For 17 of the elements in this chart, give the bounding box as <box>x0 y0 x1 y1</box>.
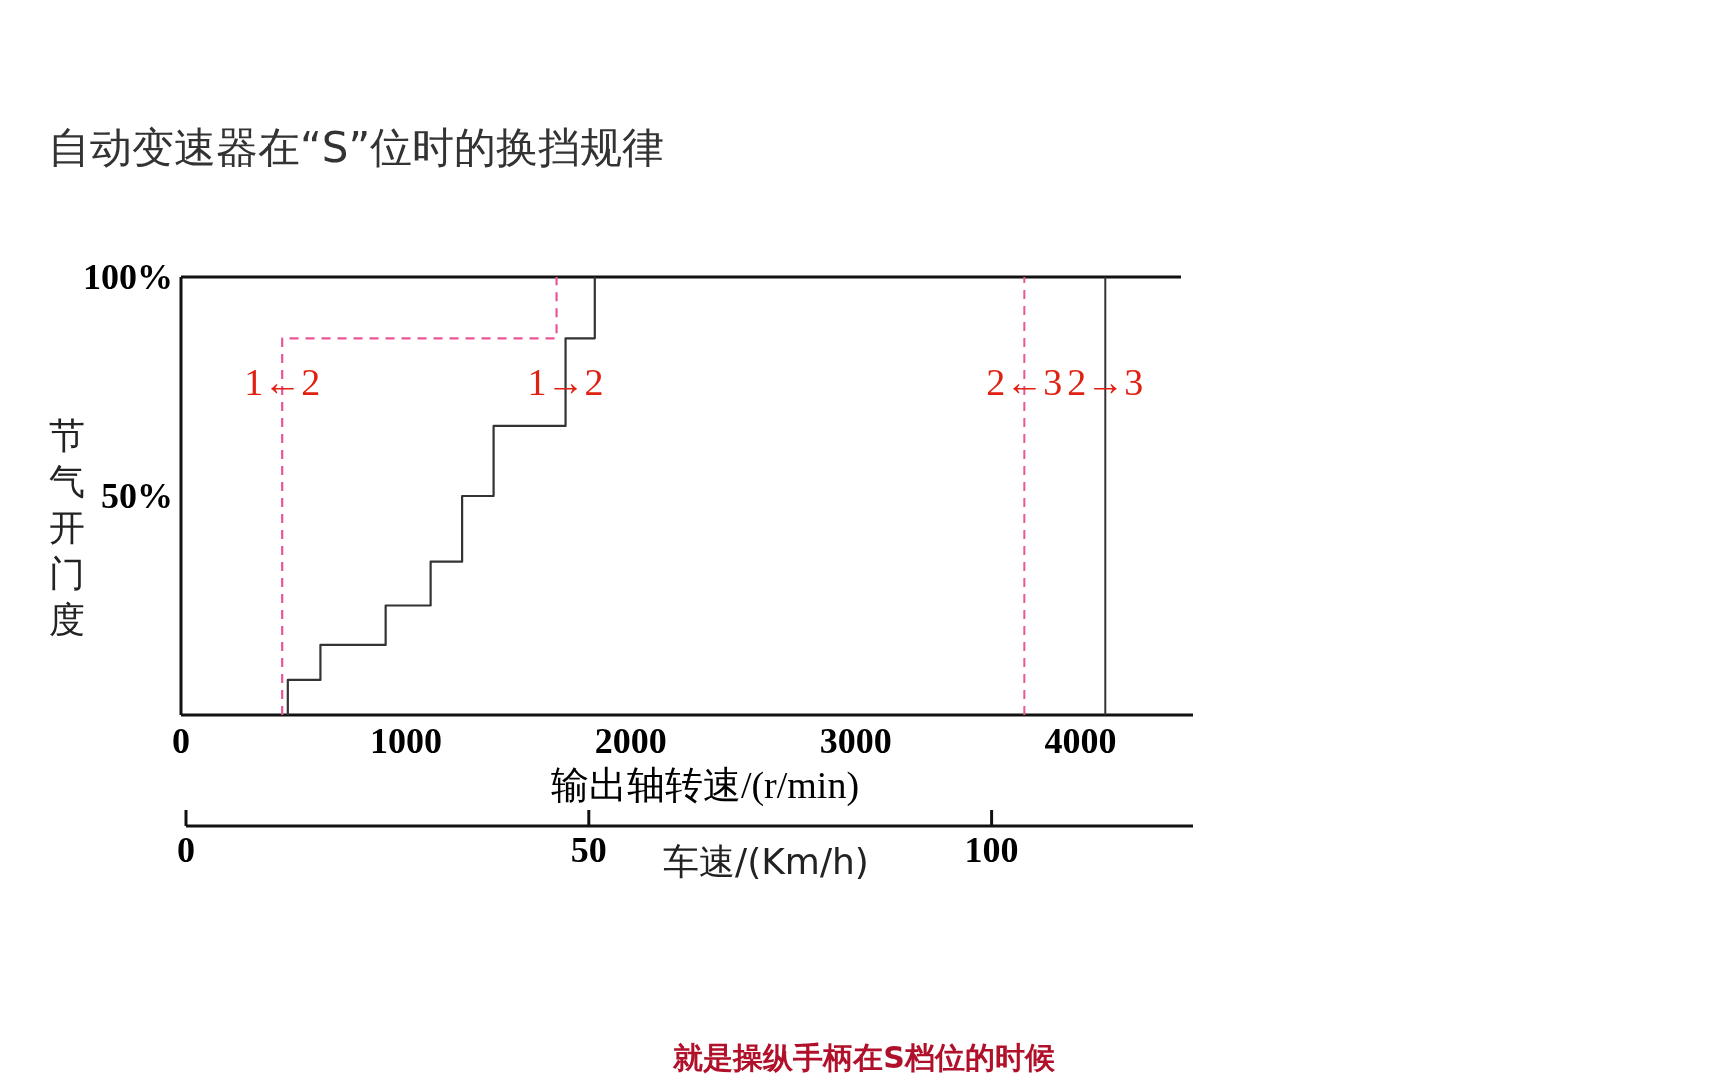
x-tick-label: 2000 <box>594 721 667 761</box>
y-tick-label: 50% <box>101 476 173 516</box>
x-tick-label: 3000 <box>819 721 892 761</box>
x-tick-label: 1000 <box>369 721 442 761</box>
x-tick-label: 4000 <box>1044 721 1117 761</box>
x2-axis-title: 车速/(Km/h) <box>663 841 869 882</box>
chart-title: 自动变速器在“S”位时的换挡规律 <box>48 123 665 172</box>
x-axis-title: 输出轴转速/(r/min) <box>550 764 860 807</box>
annotation: 1←2 <box>244 361 321 404</box>
x2-tick-label: 50 <box>570 830 607 870</box>
text: 就是操纵手柄在S档位的时候 <box>672 1040 1056 1075</box>
x-tick-label: 0 <box>172 721 190 761</box>
x2-tick-label: 0 <box>177 830 195 870</box>
y-tick-label: 100% <box>83 257 173 297</box>
annotation: 2←3 <box>986 361 1063 404</box>
y-axis-title: 节气开门度 <box>49 415 85 640</box>
x2-tick-label: 100 <box>964 830 1019 870</box>
